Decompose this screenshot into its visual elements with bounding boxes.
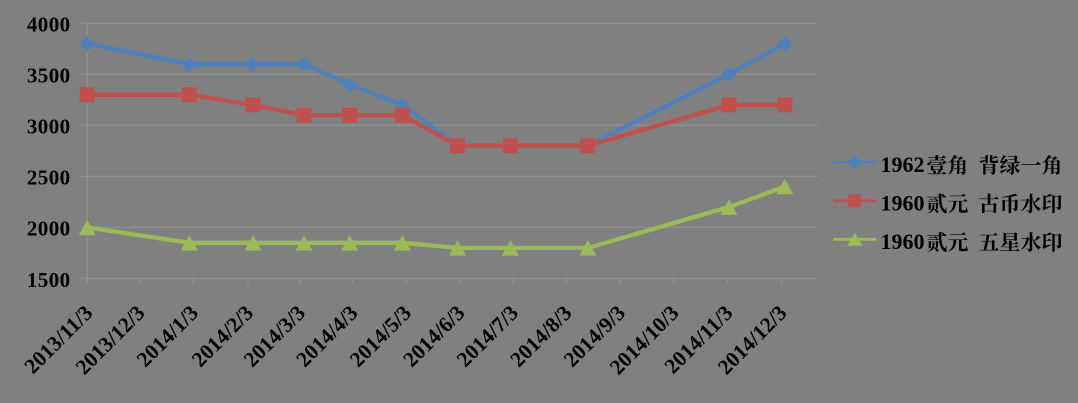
svg-text:1960: 1960 [881, 190, 925, 215]
svg-text:2000: 2000 [27, 217, 71, 241]
svg-text:4000: 4000 [27, 13, 71, 37]
svg-text:1960: 1960 [881, 229, 925, 254]
svg-text:1500: 1500 [27, 268, 71, 292]
svg-text:3000: 3000 [27, 115, 71, 139]
svg-text:2500: 2500 [27, 166, 71, 190]
svg-text:3500: 3500 [27, 64, 71, 88]
svg-text:1962: 1962 [881, 152, 925, 177]
